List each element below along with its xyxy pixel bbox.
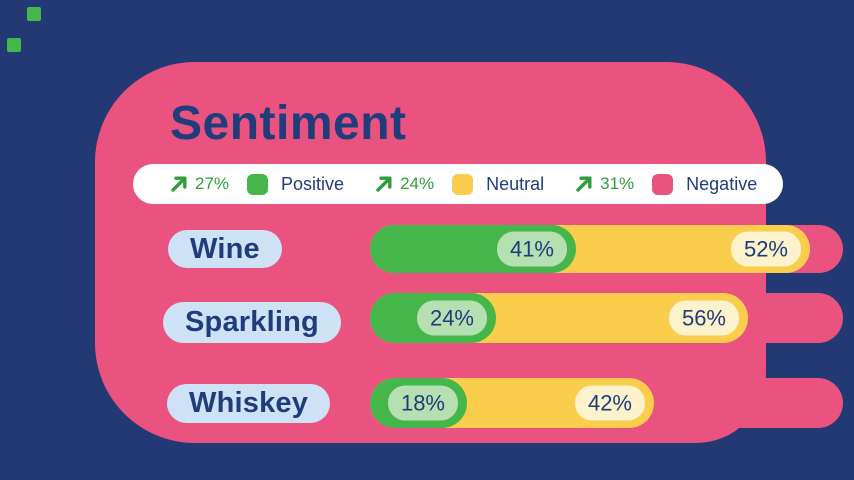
bar-track-wine: 52% 41% [370, 225, 843, 273]
value-pill-positive: 18% [387, 385, 458, 421]
trend-up-arrow-icon [171, 176, 187, 192]
legend-delta: 31% [600, 174, 635, 193]
legend-label: Neutral [486, 173, 545, 194]
positive-value: 24% [429, 305, 474, 330]
page-title: Sentiment [170, 97, 407, 150]
legend-item-negative: 31% Negative [574, 173, 758, 195]
neutral-value: 52% [743, 236, 788, 261]
positive-value: 41% [509, 236, 554, 261]
row-label-pill-whiskey: Whiskey [167, 384, 331, 423]
legend-swatch-negative-icon [652, 173, 674, 195]
value-pill-neutral: 42% [574, 385, 645, 421]
positive-value: 18% [400, 390, 445, 415]
trend-up-arrow-icon [576, 176, 592, 192]
neutral-value: 56% [681, 305, 726, 330]
legend-item-neutral: 24% Neutral [374, 173, 545, 195]
trend-up-arrow-icon [376, 176, 392, 192]
legend-label: Positive [281, 173, 345, 194]
row-label-pill-wine: Wine [168, 230, 282, 268]
legend-delta: 27% [195, 174, 230, 193]
neutral-value: 42% [587, 390, 632, 415]
decor-square-green-2 [7, 38, 21, 52]
legend-item-positive: 27% Positive [169, 173, 345, 195]
legend-delta: 24% [400, 174, 435, 193]
bar-segment-positive: 24% [370, 293, 496, 343]
bar-track-whiskey: 42% 18% [370, 378, 843, 428]
row-label: Whiskey [189, 387, 309, 419]
row-label: Sparkling [185, 306, 319, 338]
legend-swatch-positive-icon [247, 173, 269, 195]
bar-segment-positive: 41% [370, 225, 576, 273]
row-label-pill-sparkling: Sparkling [163, 302, 341, 343]
value-pill-neutral: 52% [730, 231, 801, 267]
legend-swatch-neutral-icon [452, 173, 474, 195]
value-pill-positive: 24% [416, 300, 487, 336]
value-pill-positive: 41% [496, 231, 567, 267]
row-label: Wine [190, 232, 260, 265]
decor-square-green-1 [27, 7, 41, 21]
value-pill-neutral: 56% [668, 300, 739, 336]
legend-bar: 27% Positive 24% Neutral 31% Negative [133, 164, 783, 204]
bar-track-sparkling: 56% 24% [370, 293, 843, 343]
bar-segment-positive: 18% [370, 378, 467, 428]
legend-label: Negative [686, 173, 758, 194]
